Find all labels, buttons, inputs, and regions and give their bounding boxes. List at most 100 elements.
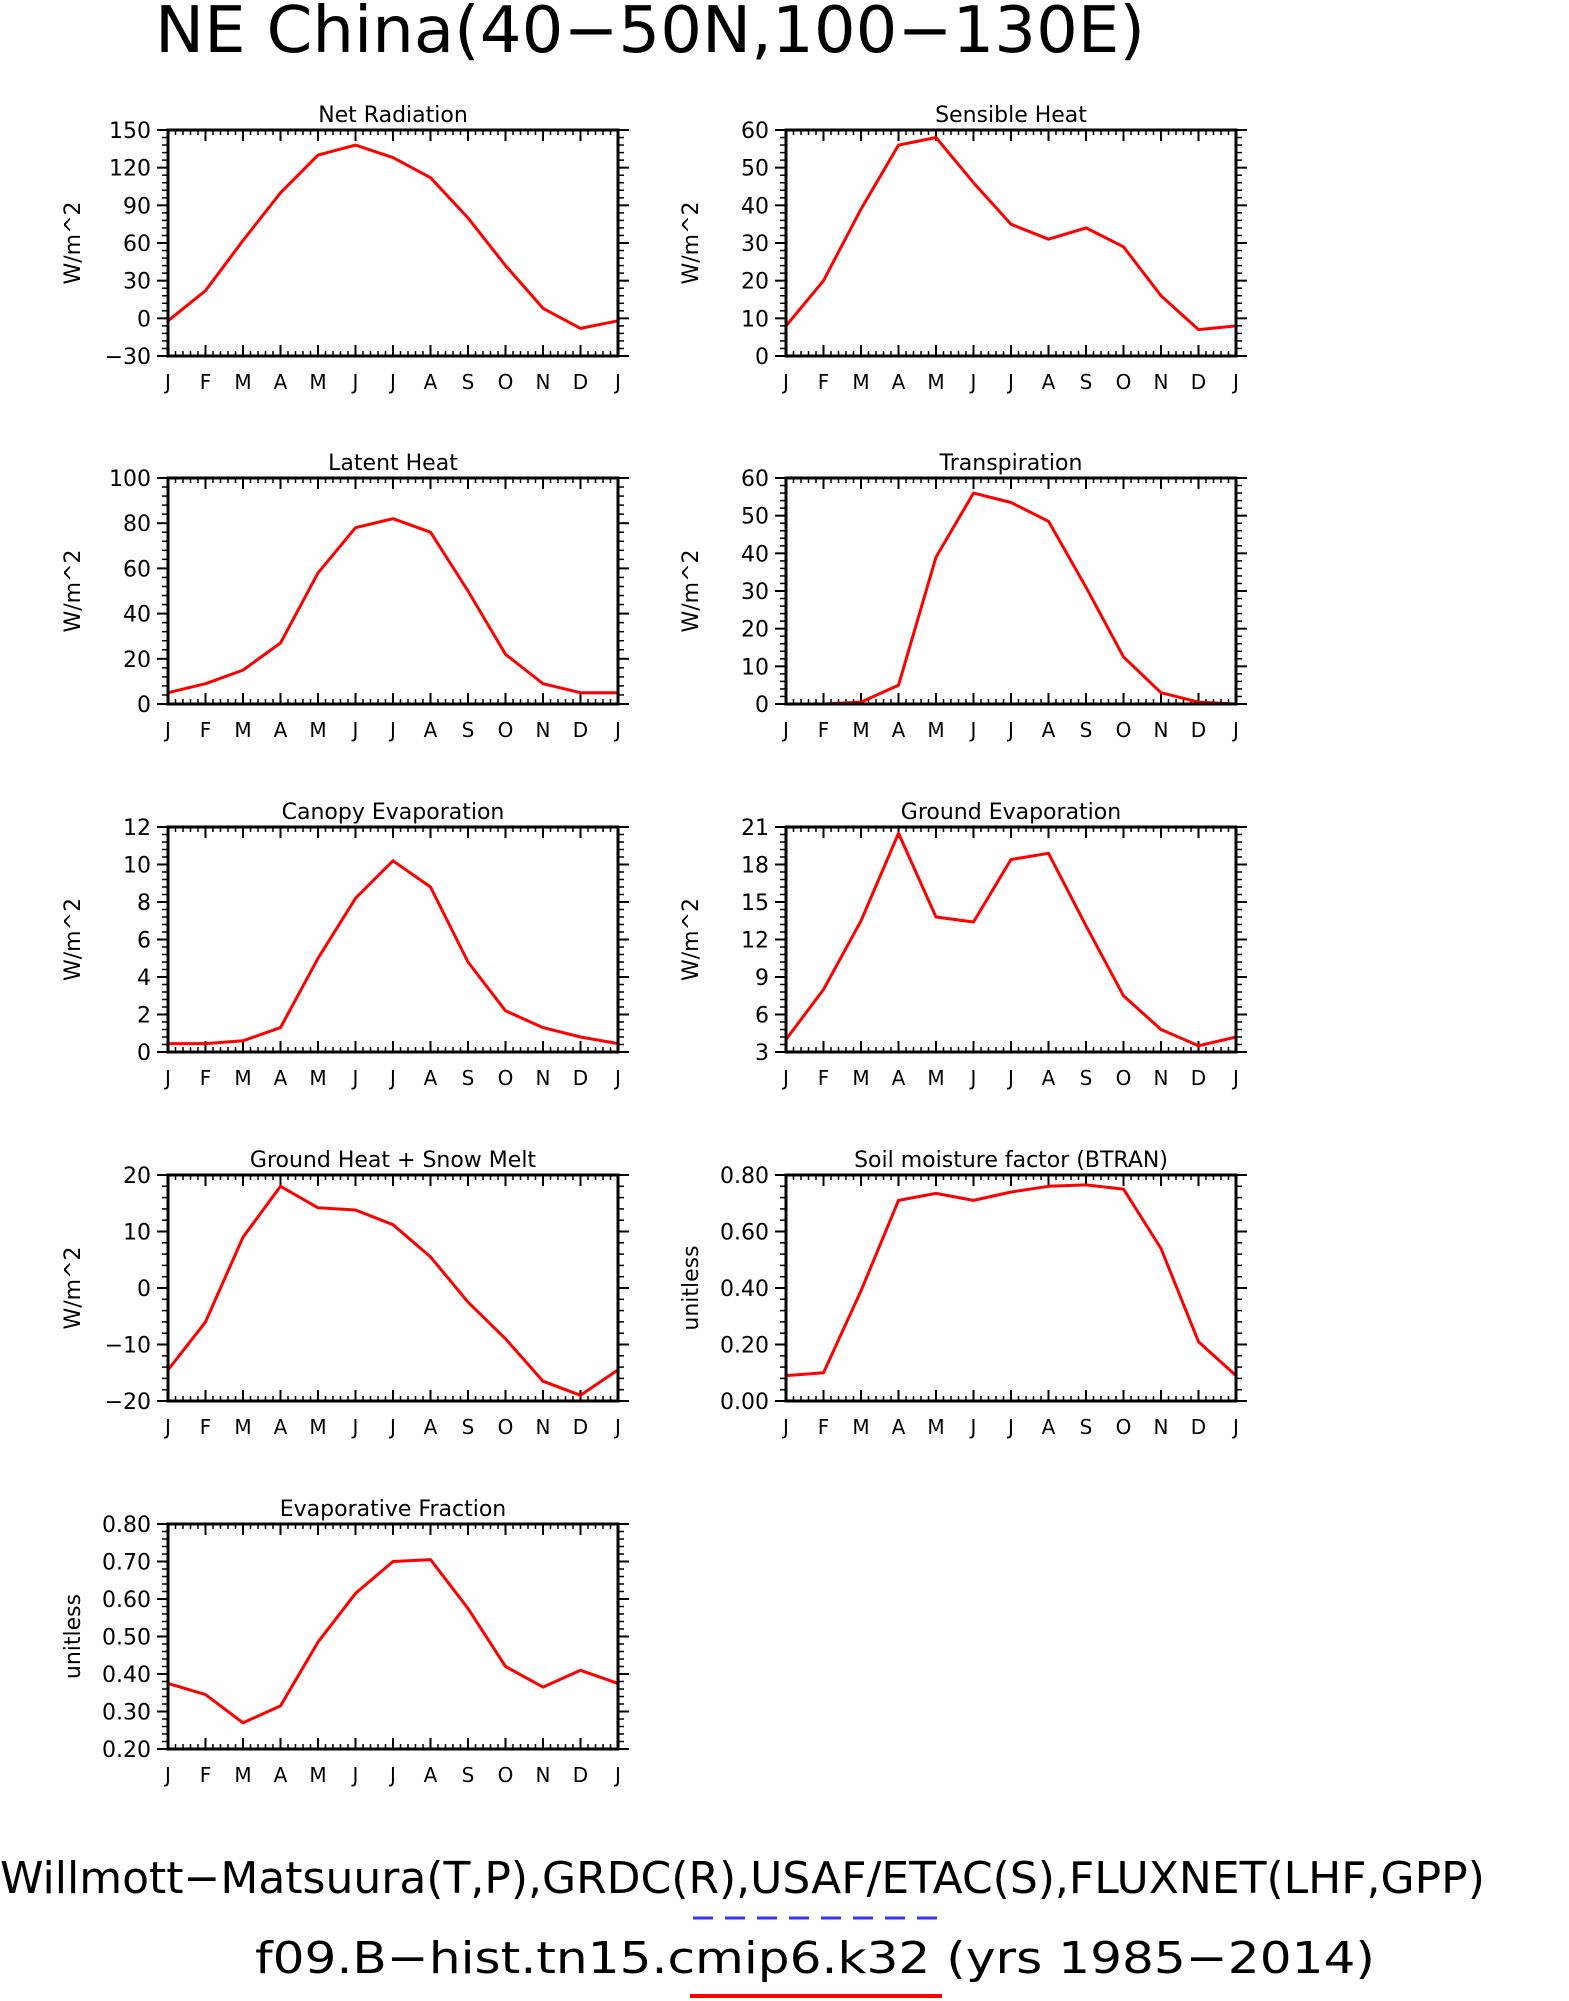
x-tick-label: D xyxy=(1191,718,1206,742)
x-tick-label: N xyxy=(536,370,551,394)
x-tick-label: J xyxy=(781,718,789,742)
x-tick-label: F xyxy=(200,718,212,742)
y-tick-label: 9 xyxy=(755,966,769,991)
x-tick-label: M xyxy=(309,1763,326,1787)
plot-frame xyxy=(166,476,620,706)
x-tick-label: J xyxy=(351,718,359,742)
x-tick-label: A xyxy=(892,1066,906,1090)
x-tick-label: A xyxy=(424,1066,438,1090)
plot-frame xyxy=(784,128,1238,358)
x-tick-label: N xyxy=(536,1066,551,1090)
x-tick-label: J xyxy=(1231,370,1239,394)
plot-frame xyxy=(166,128,620,358)
x-tick-label: M xyxy=(852,718,869,742)
y-tick-label: 0 xyxy=(137,693,151,718)
x-tick-label: O xyxy=(498,1415,514,1439)
x-tick-label: O xyxy=(1116,718,1132,742)
x-tick-label: J xyxy=(351,1066,359,1090)
x-tick-label: A xyxy=(274,1763,288,1787)
x-tick-label: F xyxy=(818,718,830,742)
x-tick-label: N xyxy=(1154,1066,1169,1090)
x-tick-label: J xyxy=(388,1415,396,1439)
y-tick-label: 0.40 xyxy=(720,1277,769,1302)
x-tick-label: A xyxy=(274,1066,288,1090)
x-tick-label: A xyxy=(1042,1415,1056,1439)
x-tick-label: J xyxy=(1006,370,1014,394)
y-tick-label: 50 xyxy=(741,157,769,182)
x-tick-label: J xyxy=(969,370,977,394)
y-tick-label: 30 xyxy=(123,270,151,295)
x-tick-label: J xyxy=(1006,1066,1014,1090)
x-tick-label: J xyxy=(388,718,396,742)
x-tick-label: J xyxy=(163,1066,171,1090)
series-line-canopy-evaporation xyxy=(168,859,619,1046)
y-axis-label: W/m^2 xyxy=(679,898,704,981)
x-tick-label: A xyxy=(274,1415,288,1439)
x-tick-label: J xyxy=(969,718,977,742)
y-tick-label: 150 xyxy=(109,119,151,144)
x-tick-label: M xyxy=(234,1415,251,1439)
series-line-soil-moisture-factor-btran xyxy=(785,1183,1238,1378)
x-tick-label: F xyxy=(818,1415,830,1439)
y-tick-label: 18 xyxy=(741,854,769,879)
x-tick-label: A xyxy=(892,718,906,742)
x-tick-label: O xyxy=(498,1763,514,1787)
series-line-ground-evaporation xyxy=(784,831,1237,1048)
x-tick-label: D xyxy=(1191,370,1206,394)
x-tick-label: A xyxy=(424,1763,438,1787)
figure-title: NE China(40−50N,100−130E) xyxy=(155,0,1145,68)
y-tick-label: 0.40 xyxy=(102,1663,151,1688)
y-tick-label: 12 xyxy=(741,929,769,954)
x-tick-label: D xyxy=(573,718,588,742)
y-axis-label: unitless xyxy=(679,1245,704,1330)
series-line-net-radiation xyxy=(167,143,619,330)
x-tick-label: M xyxy=(927,1415,944,1439)
y-tick-label: 0.60 xyxy=(720,1221,769,1246)
x-tick-label: J xyxy=(1231,1415,1239,1439)
footer-line-case: f09.B−hist.tn15.cmip6.k32 (yrs 1985−2014… xyxy=(255,1933,1375,1984)
y-tick-label: 10 xyxy=(123,854,151,879)
x-tick-label: J xyxy=(613,1066,621,1090)
x-tick-label: F xyxy=(200,1415,212,1439)
y-tick-label: 30 xyxy=(741,232,769,257)
plot-frame xyxy=(166,1522,620,1751)
x-tick-label: A xyxy=(274,370,288,394)
x-tick-label: N xyxy=(536,1415,551,1439)
y-tick-label: 50 xyxy=(741,505,769,530)
y-axis-label: unitless xyxy=(61,1594,86,1679)
x-tick-label: J xyxy=(1231,718,1239,742)
x-tick-label: S xyxy=(462,1066,475,1090)
series-line-sensible-heat xyxy=(784,136,1237,332)
x-tick-label: N xyxy=(1154,370,1169,394)
x-tick-label: O xyxy=(498,718,514,742)
y-tick-label: 8 xyxy=(137,891,151,916)
y-tick-label: 2 xyxy=(137,1004,151,1029)
x-tick-label: F xyxy=(818,1066,830,1090)
y-tick-label: 0 xyxy=(755,693,769,718)
x-tick-label: A xyxy=(274,718,288,742)
y-tick-label: 0.20 xyxy=(720,1334,769,1359)
x-tick-label: J xyxy=(351,1763,359,1787)
y-tick-label: 20 xyxy=(741,618,769,643)
x-tick-label: J xyxy=(613,1763,621,1787)
x-tick-label: S xyxy=(1080,1415,1093,1439)
x-tick-label: A xyxy=(892,370,906,394)
x-tick-label: M xyxy=(309,370,326,394)
x-tick-label: J xyxy=(969,1415,977,1439)
y-tick-label: −10 xyxy=(105,1334,151,1359)
x-tick-label: D xyxy=(573,1763,588,1787)
x-tick-label: F xyxy=(200,1066,212,1090)
series-line-evaporative-fraction xyxy=(167,1558,619,1725)
y-tick-label: 30 xyxy=(741,580,769,605)
x-tick-label: O xyxy=(1116,1066,1132,1090)
x-tick-label: D xyxy=(573,1415,588,1439)
x-tick-label: N xyxy=(536,718,551,742)
y-axis-label: W/m^2 xyxy=(61,1246,86,1329)
x-tick-label: S xyxy=(462,370,475,394)
x-tick-label: M xyxy=(852,1415,869,1439)
x-tick-label: D xyxy=(573,1066,588,1090)
